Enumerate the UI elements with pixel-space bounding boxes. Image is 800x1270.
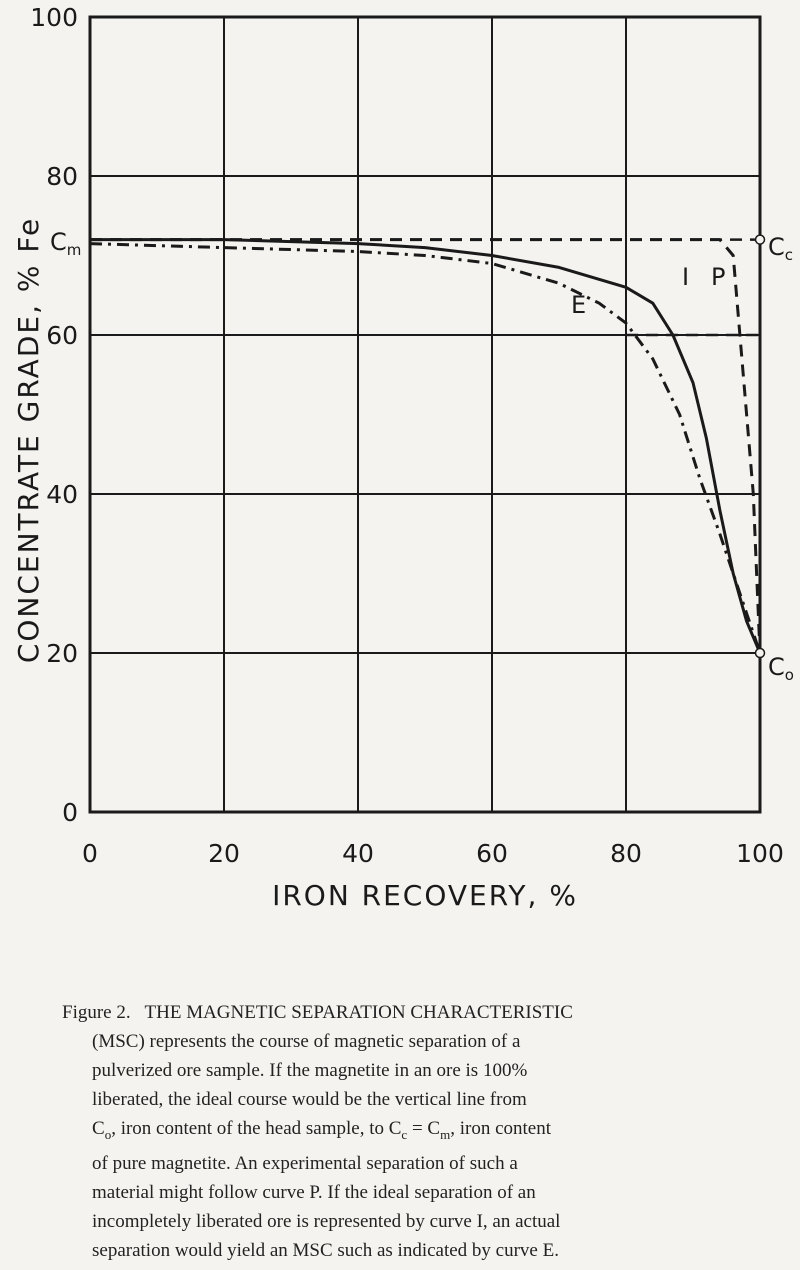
caption-subscript: c [401,1126,408,1142]
y-tick-label: 0 [62,798,78,827]
y-tick-label: 100 [30,3,78,32]
series-label-p: P [711,263,725,291]
caption-subscript: o [104,1126,112,1142]
x-tick-label: 40 [342,839,374,868]
point-label-cm: Cm [50,228,81,259]
y-tick-label: 80 [46,162,78,191]
series-label-e: E [571,291,586,319]
x-tick-label: 100 [736,839,784,868]
y-tick-label: 40 [46,480,78,509]
point-markers [754,234,766,659]
series-line-i [90,238,762,654]
y-tick-label: 20 [46,639,78,668]
grid [90,17,760,812]
caption-symbol: C [92,1118,105,1139]
series-line-p [90,238,762,654]
caption-body: (MSC) represents the course of magnetic … [62,1027,798,1265]
caption-text: , iron content of the head sample, to [111,1118,389,1139]
caption-line: pulverized ore sample. If the magnetite … [92,1060,528,1081]
x-axis-label: IRON RECOVERY, % [272,879,578,912]
series-label-i: I [682,263,689,291]
marker-cc [754,234,766,245]
x-tick-label: 0 [82,839,98,868]
figure-caption: Figure 2. THE MAGNETIC SEPARATION CHARAC… [62,998,798,1265]
caption-subscript: m [440,1126,451,1142]
marker-co [754,647,766,659]
caption-line: material might follow curve P. If the id… [92,1181,536,1203]
caption-line: (MSC) represents the course of magnetic … [92,1031,521,1052]
chart: 0 20 40 60 80 100 0 20 40 60 80 100 IRON RECOVERY, … [12,3,794,912]
x-tick-label: 60 [476,839,508,868]
x-tick-label: 20 [208,839,240,868]
caption-line: liberated, the ideal course would be the… [92,1089,527,1110]
reference-lines [90,238,762,653]
y-axis-label: CONCENTRATE GRADE, % Fe [12,217,45,663]
caption-line: incompletely liberated ore is represente… [92,1210,561,1232]
series-group [89,238,762,654]
caption-line: of pure magnetite. An experimental separ… [92,1152,518,1174]
caption-line-4: Co, iron content of the head sample, to … [92,1114,798,1149]
point-label-cc: Cc [768,233,793,264]
caption-line: separation would yield an MSC such as in… [92,1239,559,1261]
caption-text: , iron content [450,1118,552,1139]
x-tick-label: 80 [610,839,642,868]
series-line-e [89,242,762,654]
caption-heading: Figure 2. THE MAGNETIC SEPARATION CHARAC… [62,1002,573,1023]
point-label-co: Co [768,653,794,684]
plot-frame [88,15,762,814]
tick-labels: 0 20 40 60 80 100 0 20 40 60 80 100 [30,3,784,868]
caption-text: = [407,1118,428,1139]
caption-symbol: C [388,1118,402,1139]
caption-symbol: C [427,1118,441,1139]
y-tick-label: 60 [46,321,78,350]
